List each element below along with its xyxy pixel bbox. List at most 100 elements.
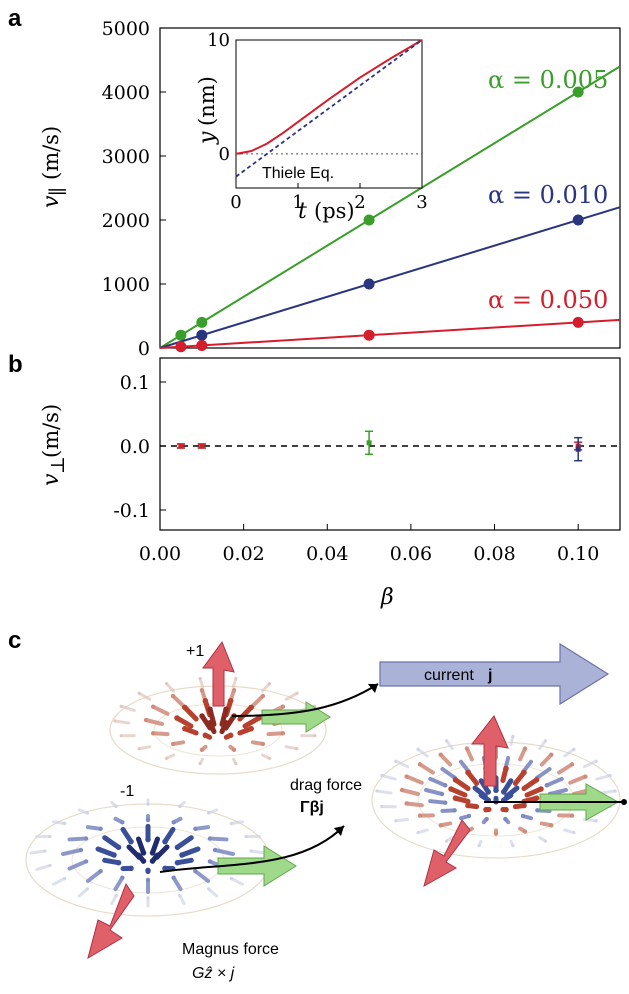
undefined-head (267, 681, 272, 686)
undefined-head (448, 786, 454, 792)
panel-a-ytick-label: 1000 (102, 274, 150, 296)
undefined-head (438, 752, 443, 757)
undefined-head (119, 704, 123, 708)
panel-a-point (196, 316, 208, 328)
panel-a-point (572, 316, 584, 328)
undefined-head (477, 843, 481, 848)
undefined-head (162, 865, 168, 872)
undefined-head (295, 747, 299, 751)
inset-ytick-label: 0 (219, 144, 230, 165)
inset-ylabel: y (nm) (195, 76, 220, 145)
undefined-head (174, 844, 181, 851)
undefined-head (193, 868, 198, 874)
undefined-head (212, 847, 218, 853)
undefined-head (511, 734, 515, 739)
undefined-head (170, 693, 176, 699)
panel-b-ylabel: v ⊥ (m/s) (39, 404, 69, 486)
undefined-head (111, 852, 117, 858)
undefined-head (229, 876, 233, 881)
undefined-head (522, 746, 528, 751)
series-label-alpha-0005: α = 0.005 (488, 66, 608, 94)
undefined-head (503, 765, 509, 772)
undefined-head (170, 741, 176, 747)
panel-a-series-line (159, 206, 621, 349)
undefined-head (522, 829, 528, 834)
panel-a-y-ticks: 0 1000 2000 3000 4000 5000 (102, 18, 166, 360)
undefined-head (583, 774, 588, 779)
undefined-head (503, 816, 508, 822)
panel-a-point (572, 86, 584, 98)
undefined-head (549, 752, 554, 757)
undefined-head (199, 713, 205, 719)
undefined-head (313, 734, 317, 738)
panel-a-point (196, 339, 208, 351)
panel-b-x-ticks: 0.00 0.02 0.04 0.06 0.08 0.10 (139, 524, 599, 565)
undefined-head (164, 756, 169, 761)
undefined-head (483, 806, 489, 813)
undefined-head (146, 896, 150, 900)
undefined-head (227, 697, 234, 704)
undefined-head (482, 793, 488, 799)
skyrmion-pair-trajectory-end (621, 799, 627, 805)
skyrmion-minus: -1 drag force Γβj Magnus force Gẑ × j (25, 777, 362, 982)
panel-a-ytick-label: 2000 (102, 210, 150, 232)
undefined-head (503, 806, 509, 813)
undefined-head (464, 746, 470, 751)
drag-force-formula: Γβj (300, 799, 324, 816)
undefined-head (417, 813, 423, 818)
skyrmion-minus-trajectory-head (334, 826, 344, 836)
panel-b-ytick-label: 0.0 (120, 436, 150, 458)
panel-a-point (363, 214, 375, 226)
undefined-head (140, 858, 147, 864)
panel-a-ylabel-unit: (m/s) (39, 126, 63, 180)
undefined-head (260, 693, 266, 699)
undefined-head (452, 808, 457, 813)
undefined-head (145, 867, 151, 874)
undefined-head (145, 817, 151, 823)
panel-b-xtick-label: 0.06 (390, 543, 432, 565)
undefined-head (380, 773, 384, 778)
series-label-alpha-0050: α = 0.050 (488, 286, 608, 314)
panel-a-ytick-label: 5000 (102, 18, 150, 40)
undefined-head (202, 732, 209, 739)
undefined-head (207, 706, 213, 712)
inset-ylabel-y: y (195, 131, 220, 145)
undefined-head (375, 789, 379, 793)
undefined-head (231, 687, 237, 693)
undefined-head (533, 795, 540, 801)
undefined-head (120, 875, 125, 880)
undefined-head (535, 808, 540, 813)
undefined-head (249, 849, 253, 853)
undefined-head (613, 789, 617, 793)
inset-xtick-label: 3 (416, 192, 427, 213)
drag-force-label: drag force (290, 777, 362, 794)
panel-a-ylabel-sub: ∥ (47, 187, 69, 196)
undefined-head (543, 739, 548, 743)
undefined-head (295, 691, 299, 695)
undefined-head (248, 725, 254, 732)
panel-a-point (175, 329, 187, 341)
undefined-head (120, 820, 125, 825)
current-arrow-shape (379, 642, 610, 706)
current-label: current (424, 667, 474, 684)
undefined-head (280, 704, 286, 709)
undefined-head (443, 800, 448, 805)
panel-b-xtick-label: 0.04 (306, 543, 348, 565)
panel-a-point (363, 278, 375, 290)
inset-ytick-label: 10 (207, 30, 230, 51)
magnus-force-formula: Gẑ × j (192, 965, 235, 982)
charge-minus-label: -1 (120, 783, 134, 800)
undefined-head (267, 756, 272, 761)
panel-a-ytick-label: 4000 (102, 82, 150, 104)
current-arrow: current j (379, 642, 610, 706)
undefined-head (48, 863, 52, 868)
panel-b-point (178, 443, 184, 449)
panel-a-frame (159, 27, 621, 349)
undefined-head (115, 859, 122, 866)
panel-b-xtick-label: 0.08 (473, 543, 515, 565)
undefined-head (465, 769, 471, 776)
undefined-head (244, 834, 248, 839)
inset-xtick-label: 1 (292, 192, 303, 213)
undefined-head (149, 850, 156, 856)
